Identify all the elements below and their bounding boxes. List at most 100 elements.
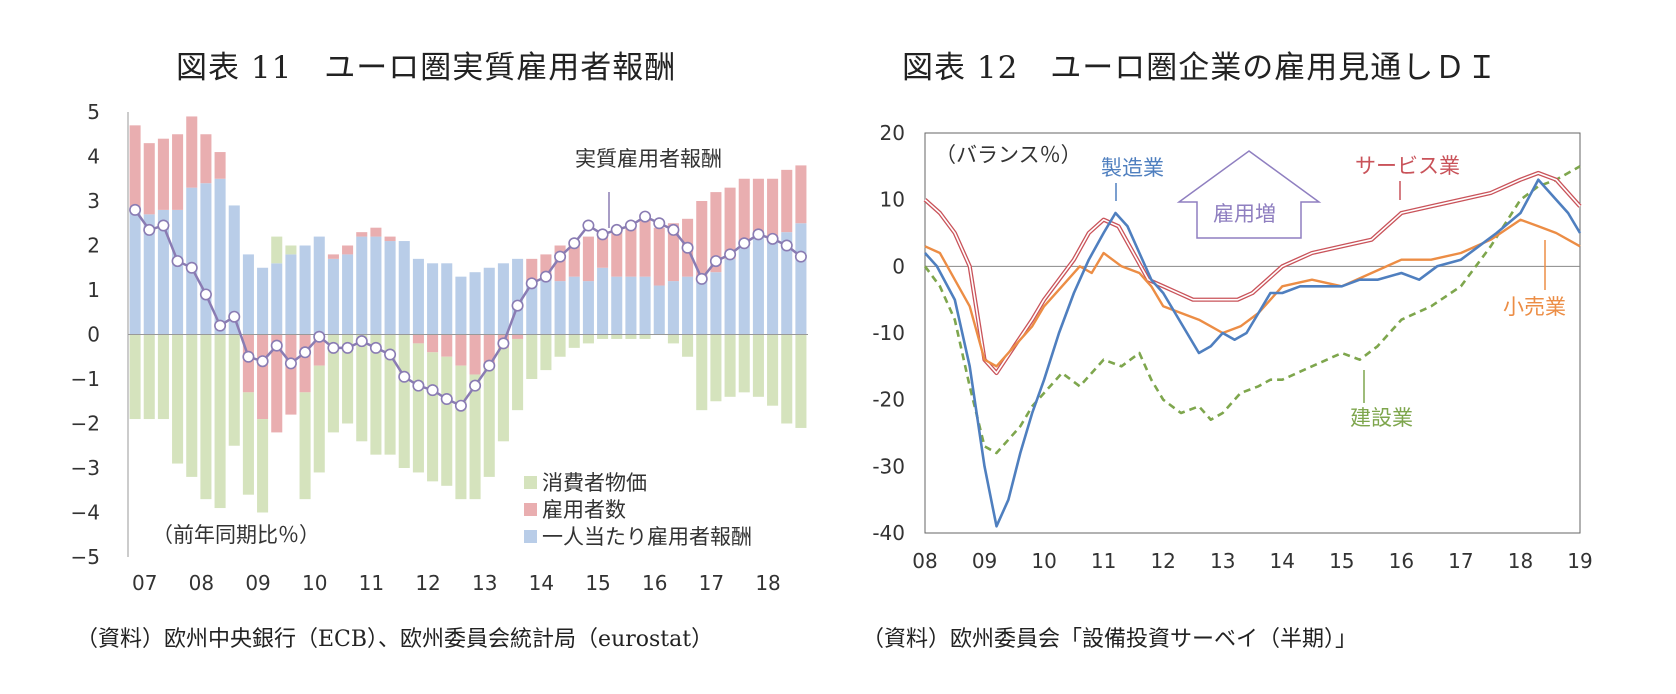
bar-cpi-34 [611, 334, 623, 339]
bar-comp-16 [356, 236, 368, 335]
legend-label-employees: 雇用者数 [542, 498, 626, 522]
bar-cpi-1 [143, 334, 155, 420]
right-y-tick: 20 [880, 121, 905, 145]
right-x-tick: 08 [912, 549, 937, 573]
line-小売業 [924, 218, 1581, 368]
left-y-tick: −1 [71, 367, 100, 391]
real-compensation-point [313, 330, 326, 343]
bar-comp-28 [526, 281, 538, 335]
bar-cpi-40 [696, 334, 708, 411]
left-x-tick: 07 [132, 571, 157, 595]
bar-cpi-9 [257, 419, 269, 513]
real-compensation-point [185, 261, 198, 274]
bar-employees-29 [540, 254, 552, 277]
legend-label-cpi: 消費者物価 [542, 471, 647, 495]
bar-cpi-46 [781, 334, 793, 424]
real-compensation-point [568, 237, 581, 250]
bar-cpi-7 [228, 334, 240, 446]
bar-cpi-18 [384, 334, 396, 455]
bar-comp-39 [682, 276, 694, 335]
bar-comp-38 [667, 281, 679, 335]
bar-comp-22 [441, 263, 453, 335]
bar-comp-18 [384, 241, 396, 335]
bar-employees-2 [157, 138, 169, 210]
bar-cpi-32 [582, 334, 594, 344]
bar-comp-9 [257, 267, 269, 335]
bar-cpi-42 [724, 334, 736, 397]
bar-comp-13 [313, 236, 325, 335]
bar-cpi-3 [172, 334, 184, 464]
left-x-tick: 15 [585, 571, 610, 595]
bar-employees-24 [469, 334, 481, 375]
real-compensation-point [582, 219, 595, 232]
employment-up-label: 雇用増 [1213, 202, 1276, 226]
right-x-tick: 12 [1150, 549, 1175, 573]
real-compensation-point [369, 341, 382, 354]
bar-comp-46 [781, 232, 793, 335]
left-y-tick: 0 [87, 323, 100, 347]
bar-employees-41 [710, 192, 722, 273]
bar-employees-10 [271, 334, 283, 433]
bar-cpi-29 [540, 334, 552, 371]
bar-employees-37 [653, 227, 665, 286]
bar-comp-32 [582, 281, 594, 335]
bar-comp-5 [200, 183, 212, 335]
bar-comp-37 [653, 285, 665, 335]
right-y-tick: -10 [872, 321, 905, 345]
bar-cpi-8 [242, 392, 254, 495]
left-x-tick: 08 [189, 571, 214, 595]
bar-cpi-41 [710, 334, 722, 402]
left-x-tick: 12 [415, 571, 440, 595]
bar-employees-13 [313, 334, 325, 366]
real-compensation-point [766, 232, 779, 245]
left-x-tick: 16 [642, 571, 667, 595]
bar-employees-6 [214, 152, 226, 179]
bar-employees-32 [582, 236, 594, 282]
real-compensation-point [284, 357, 297, 370]
bar-comp-0 [129, 209, 141, 335]
left-y-tick: 5 [87, 100, 100, 124]
bar-comp-33 [597, 267, 609, 335]
bar-employees-11 [285, 334, 297, 415]
right-x-tick: 14 [1270, 549, 1295, 573]
bar-comp-36 [639, 276, 651, 335]
legend-swatch-compensation [524, 530, 537, 543]
right-x-tick: 17 [1448, 549, 1473, 573]
real-compensation-point [129, 203, 142, 216]
bar-employees-46 [781, 169, 793, 233]
right-x-tick: 13 [1210, 549, 1235, 573]
bar-comp-19 [398, 241, 410, 335]
real-compensation-point [596, 228, 609, 241]
bar-cpi-12 [299, 392, 311, 500]
bar-employees-30 [554, 245, 566, 282]
left-x-tick: 18 [755, 571, 780, 595]
employment-up-arrow: 雇用増 [1176, 150, 1322, 239]
real-compensation-point [653, 217, 666, 230]
real-compensation-point [469, 379, 482, 392]
bar-employees-18 [384, 236, 396, 242]
real-compensation-point [214, 319, 227, 332]
bar-cpi-14 [327, 334, 339, 433]
left-x-tick: 11 [359, 571, 384, 595]
bar-comp-8 [242, 254, 254, 335]
bar-comp-12 [299, 245, 311, 335]
bar-employees-44 [752, 178, 764, 237]
bar-employees-17 [370, 227, 382, 237]
bar-comp-47 [795, 223, 807, 335]
real-compensation-point [454, 399, 467, 412]
left-y-tick: −2 [71, 412, 100, 436]
bar-cpi-10 [271, 236, 283, 264]
bar-cpi-20 [412, 343, 424, 473]
left-y-tick: 1 [87, 278, 100, 302]
left-x-tick: 14 [529, 571, 554, 595]
bar-employees-40 [696, 201, 708, 282]
bar-cpi-43 [738, 334, 750, 393]
right-x-tick: 16 [1389, 549, 1414, 573]
real-compensation-point [610, 223, 623, 236]
real-compensation-point [143, 223, 156, 236]
bar-employees-42 [724, 187, 736, 259]
bar-employees-4 [186, 116, 198, 188]
bar-employees-14 [327, 254, 339, 259]
right-x-tick: 10 [1031, 549, 1056, 573]
